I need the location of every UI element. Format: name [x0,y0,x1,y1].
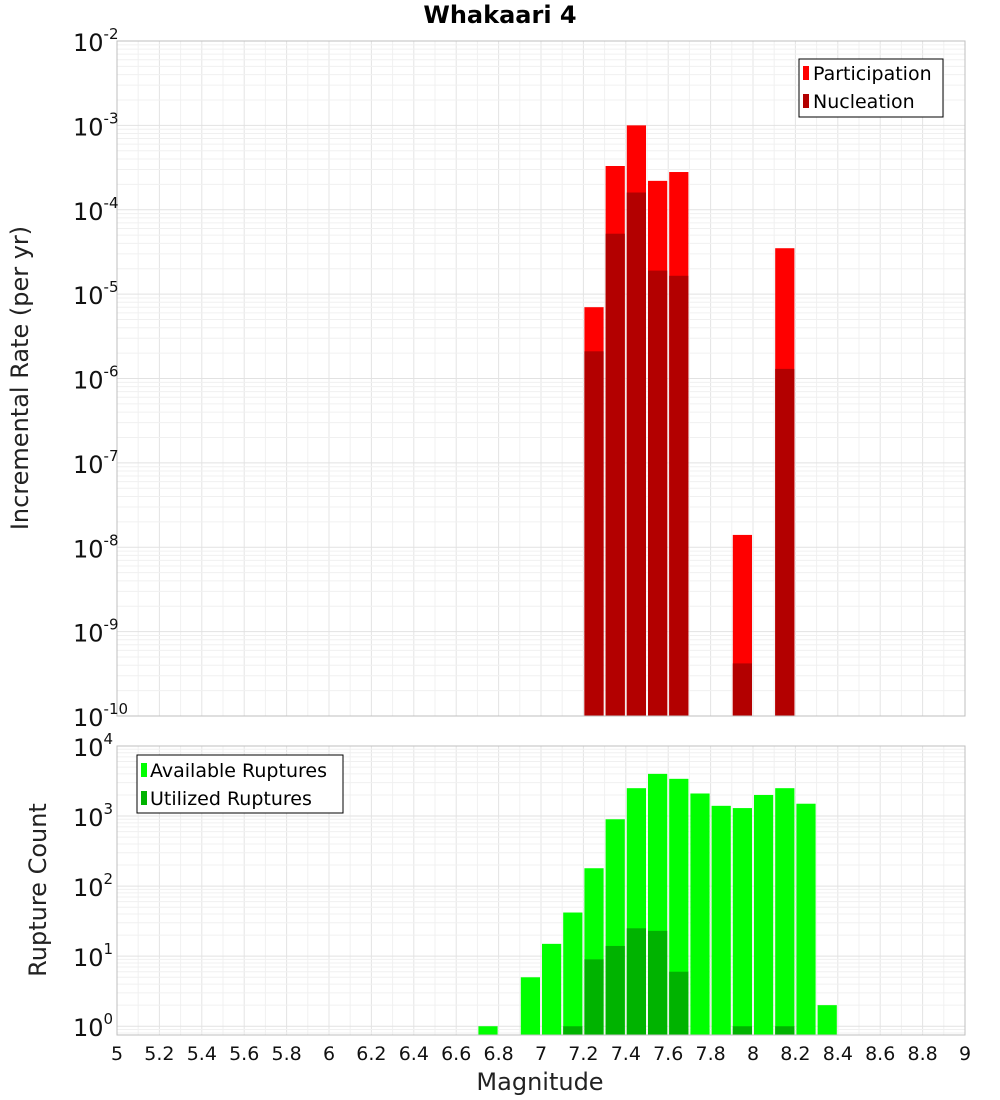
bar-utilized-ruptures [584,959,604,1035]
x-tick-label: 8.8 [907,1043,937,1065]
x-tick-label: 6 [323,1043,335,1065]
legend-swatch-utilized-ruptures [141,791,147,805]
bar-available-ruptures [732,808,752,1035]
x-tick-label: 7.6 [653,1043,683,1065]
bar-available-ruptures [520,977,540,1035]
x-axis-label: Magnitude [476,1068,603,1096]
top-plot-frame [116,40,966,717]
x-tick-label: 7.4 [611,1043,641,1065]
bar-utilized-ruptures [563,1026,583,1035]
top-legend: Participation Nucleation [798,58,944,118]
bar-available-ruptures [478,1026,498,1035]
top-legend-box [798,58,944,118]
bar-available-ruptures [563,912,583,1035]
y-tick-label: 10-2 [73,25,119,57]
y-tick-label: 10-7 [73,447,119,479]
bar-utilized-ruptures [648,930,668,1035]
x-tick-label: 5.2 [144,1043,174,1065]
bottom-bars [478,773,837,1035]
y-tick-label: 10-5 [73,278,119,310]
y-tick-label: 10-10 [73,700,128,732]
x-tick-label: 9 [959,1043,971,1065]
bar-utilized-ruptures [775,1026,795,1035]
x-tick-label: 8.6 [865,1043,895,1065]
top-bars [584,125,795,717]
x-tick-label: 8.2 [780,1043,810,1065]
top-y-axis-label: Incremental Rate (per yr) [6,226,34,530]
legend-label-utilized-ruptures: Utilized Ruptures [150,788,312,810]
bar-available-ruptures [754,794,774,1035]
bar-available-ruptures [542,943,562,1035]
bar-utilized-ruptures [669,971,689,1035]
y-tick-label: 100 [73,1010,113,1042]
y-tick-label: 10-4 [73,194,119,226]
x-tick-label: 8 [747,1043,759,1065]
top-gridlines [116,40,966,717]
y-tick-label: 104 [73,730,113,762]
legend-label-available-ruptures: Available Ruptures [150,760,327,782]
y-tick-label: 102 [73,870,113,902]
bottom-plot-frame [116,745,966,1036]
legend-swatch-participation [803,66,809,80]
x-tick-label: 6.4 [399,1043,429,1065]
x-tick-label: 6.2 [356,1043,386,1065]
bottom-y-axis-label: Rupture Count [24,803,52,977]
bar-available-ruptures [796,803,816,1035]
y-tick-label: 10-9 [73,616,119,648]
x-tick-label: 7.2 [568,1043,598,1065]
legend-label-participation: Participation [813,63,932,85]
legend-swatch-nucleation [803,94,809,108]
y-tick-label: 101 [73,940,113,972]
y-tick-label: 10-3 [73,109,119,141]
bar-utilized-ruptures [626,928,646,1035]
bottom-legend: Available Ruptures Utilized Ruptures [136,754,344,814]
x-tick-label: 7 [535,1043,547,1065]
x-tick-label: 5 [111,1043,123,1065]
top-y-ticks: 10-2 10-3 10-4 10-5 10-6 10-7 10-8 10-9 10-10 [73,25,128,732]
x-tick-label: 6.8 [483,1043,513,1065]
bar-nucleation [732,663,752,716]
bar-available-ruptures [711,805,731,1035]
x-tick-label: 8.4 [823,1043,853,1065]
bottom-legend-box [136,754,344,814]
x-tick-label: 5.6 [229,1043,259,1065]
y-tick-label: 10-8 [73,531,119,563]
x-tick-label: 7.8 [695,1043,725,1065]
y-tick-label: 103 [73,800,113,832]
bar-nucleation [669,275,689,716]
x-tick-label: 5.4 [187,1043,217,1065]
bar-nucleation [775,368,795,716]
bar-nucleation [584,351,604,716]
bottom-y-ticks: 104 103 102 101 100 [73,730,113,1042]
y-tick-label: 10-6 [73,363,119,395]
legend-swatch-available-ruptures [141,763,147,777]
bar-available-ruptures [669,778,689,1035]
bar-nucleation [626,192,646,717]
bar-available-ruptures [817,1005,837,1035]
x-tick-label: 6.6 [441,1043,471,1065]
x-ticks: 5 5.2 5.4 5.6 5.8 6 6.2 6.4 6.6 6.8 7 7.2 7.4 7.6 7.8 8… [111,1043,971,1065]
bar-nucleation [605,233,625,716]
bar-available-ruptures [775,788,795,1035]
x-tick-label: 5.8 [271,1043,301,1065]
legend-label-nucleation: Nucleation [813,91,915,113]
bar-nucleation [648,270,668,716]
bar-utilized-ruptures [605,945,625,1035]
bar-utilized-ruptures [732,1026,752,1035]
chart-title: Whakaari 4 [423,1,576,29]
bar-available-ruptures [690,793,710,1035]
